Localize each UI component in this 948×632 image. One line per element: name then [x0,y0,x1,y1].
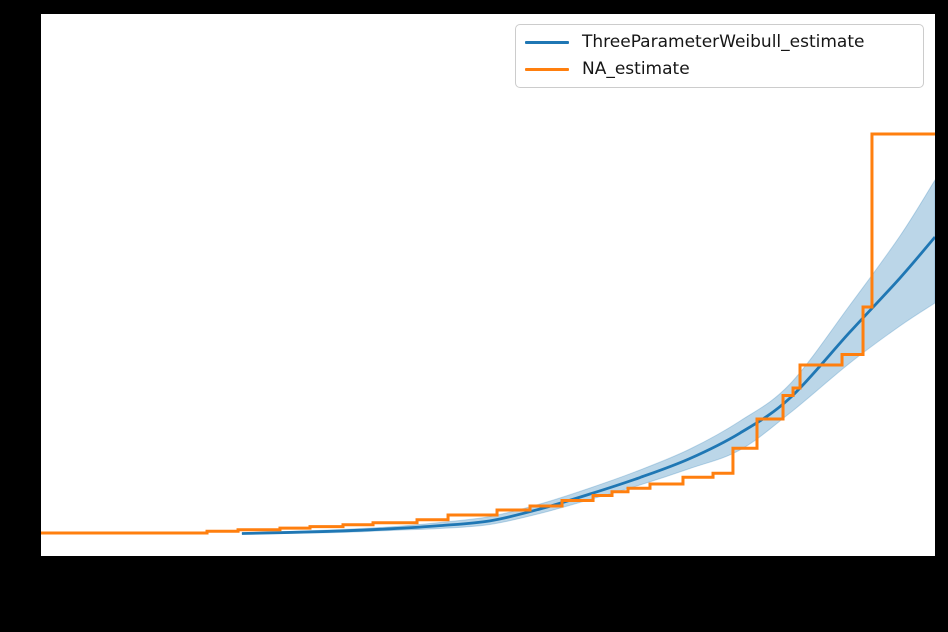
legend-label-weibull: ThreeParameterWeibull_estimate [582,32,865,53]
na-line-swatch [525,67,569,71]
na-estimate-step-curve [41,132,935,535]
confidence-band [241,179,935,535]
legend-label-na: NA_estimate [582,58,690,79]
legend-item-na: NA_estimate [525,58,923,79]
weibull-line-swatch [525,41,569,45]
weibull-estimate-curve [241,236,935,535]
legend: ThreeParameterWeibull_estimate NA_estima… [515,24,924,88]
legend-item-weibull: ThreeParameterWeibull_estimate [525,34,923,51]
plot-area [41,14,935,556]
